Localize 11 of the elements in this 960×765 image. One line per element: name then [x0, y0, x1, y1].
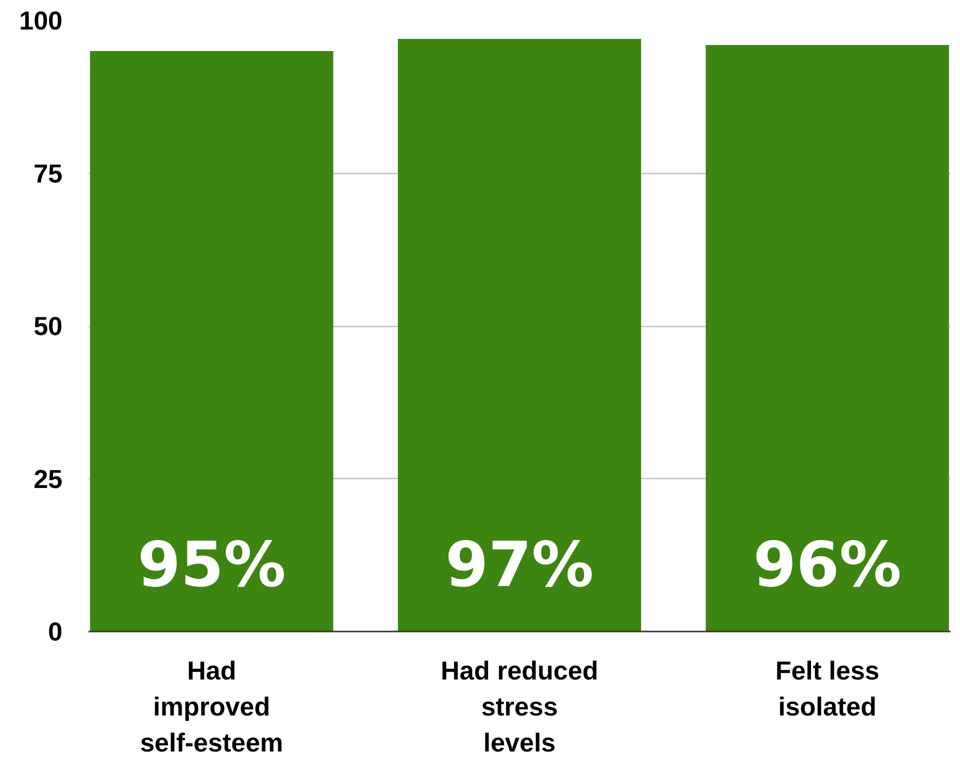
y-tick-label: 100: [19, 6, 63, 36]
y-tick-label: 25: [34, 464, 62, 494]
y-tick-label: 0: [48, 616, 63, 646]
x-tick-label: Had improved self-esteem: [140, 656, 284, 758]
y-tick-label: 50: [34, 311, 62, 341]
x-tick-label: Felt less isolated: [775, 656, 880, 722]
data-label: 96%: [753, 528, 902, 601]
data-label: 95%: [137, 528, 286, 601]
data-label: 97%: [445, 528, 594, 601]
y-tick-label: 75: [34, 158, 62, 188]
x-tick-label: Had reduced stress levels: [440, 656, 598, 758]
